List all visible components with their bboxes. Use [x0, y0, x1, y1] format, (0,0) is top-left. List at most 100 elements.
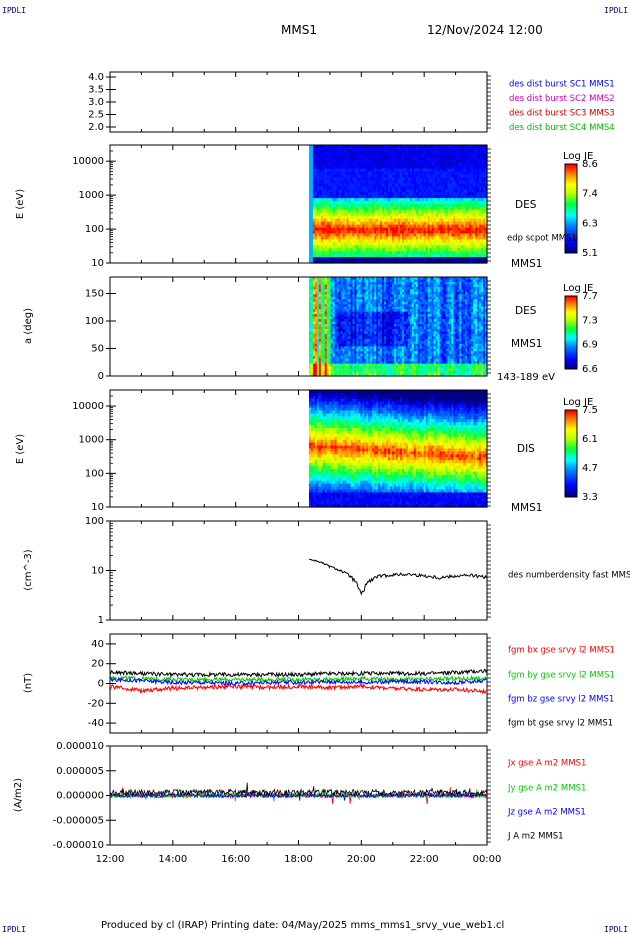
des-energy-panel-cell	[457, 254, 460, 258]
des-energy-panel-cell	[344, 192, 348, 196]
des-energy-panel-cell	[362, 165, 365, 170]
des-energy-panel-cell	[328, 233, 332, 238]
des-pitch-panel-cell	[318, 373, 322, 377]
des-energy-panel-cell	[467, 192, 470, 196]
des-energy-panel-cell	[366, 260, 369, 264]
des-energy-panel-cell	[439, 201, 443, 205]
des-energy-panel-cell	[443, 162, 447, 167]
des-energy-panel-cell	[320, 215, 324, 220]
des-energy-panel-cell	[330, 230, 334, 235]
des-energy-panel-cell	[366, 212, 369, 217]
des-energy-panel-cell	[338, 145, 342, 149]
des-energy-panel-cell	[310, 242, 314, 246]
des-energy-panel-cell	[437, 147, 441, 152]
des-energy-panel-cell	[336, 236, 340, 240]
des-energy-panel-cell	[449, 198, 452, 202]
des-energy-panel-cell	[471, 206, 474, 211]
des-energy-panel-cell	[326, 257, 330, 261]
des-energy-panel-cell	[360, 218, 363, 223]
des-energy-panel-cell	[451, 248, 454, 252]
des-pitch-panel-cell	[320, 309, 324, 313]
des-energy-panel-cell	[334, 236, 338, 240]
des-energy-panel-cell	[435, 147, 439, 152]
des-energy-panel-cell	[340, 168, 344, 173]
des-energy-panel-cell	[429, 233, 433, 238]
des-energy-panel-cell	[469, 218, 472, 223]
des-energy-panel-cell	[427, 159, 431, 164]
des-pitch-panel-cell	[318, 294, 322, 298]
des-pitch-panel-cell	[324, 296, 328, 300]
des-energy-panel-cell	[342, 162, 346, 167]
des-energy-panel-cell	[453, 186, 456, 190]
des-energy-panel-cell	[352, 177, 356, 181]
des-energy-panel-cell	[437, 195, 441, 199]
des-pitch-panel-cell	[346, 326, 350, 330]
des-energy-panel-cell	[320, 242, 324, 246]
des-energy-panel-cell	[481, 189, 484, 193]
des-energy-panel-cell	[459, 260, 462, 264]
des-energy-panel-cell	[483, 215, 486, 220]
des-pitch-panel-cell	[308, 281, 312, 286]
des-energy-panel-cell	[457, 242, 460, 246]
des-energy-panel-cell	[449, 180, 452, 184]
des-pitch-panel-cell	[320, 324, 324, 328]
des-energy-panel-cell	[356, 150, 360, 155]
des-energy-panel-cell	[384, 206, 387, 211]
des-energy-panel-cell	[399, 186, 403, 190]
des-energy-panel-cell	[455, 260, 458, 264]
des-energy-panel-cell	[409, 239, 413, 243]
des-energy-panel-cell	[481, 168, 484, 173]
des-energy-panel-cell	[394, 189, 397, 193]
des-energy-panel-cell	[338, 257, 342, 261]
des-energy-panel-cell	[411, 201, 415, 205]
des-energy-panel-cell	[364, 230, 367, 235]
des-energy-panel-cell	[390, 242, 393, 246]
des-energy-panel-cell	[443, 165, 447, 170]
des-energy-panel-cell	[354, 224, 358, 229]
des-energy-panel-cell	[366, 171, 369, 176]
des-energy-panel-cell	[451, 251, 454, 255]
des-pitch-panel-cell	[348, 353, 352, 357]
des-energy-panel-cell	[471, 204, 474, 208]
des-energy-panel-cell	[348, 183, 352, 187]
des-pitch-panel-cell	[322, 289, 326, 293]
des-energy-panel-cell	[451, 150, 454, 155]
des-energy-panel-cell	[437, 156, 441, 161]
des-pitch-panel-cell	[334, 326, 338, 330]
des-energy-panel-cell	[429, 186, 433, 190]
des-energy-panel-cell	[354, 201, 358, 205]
des-pitch-panel-cell	[328, 301, 332, 305]
des-pitch-panel-cell	[318, 321, 322, 325]
des-energy-panel-cell	[370, 195, 373, 199]
des-energy-panel-cell	[354, 147, 358, 152]
des-pitch-panel-cell	[344, 341, 348, 345]
des-energy-panel-cell	[467, 218, 470, 223]
des-pitch-panel-cell	[316, 289, 320, 293]
des-energy-panel-cell	[380, 150, 383, 155]
des-energy-panel-cell	[376, 212, 379, 217]
des-pitch-panel-cell	[336, 326, 340, 330]
des-pitch-panel-cell	[344, 366, 348, 370]
des-energy-panel-cell	[419, 186, 423, 190]
des-pitch-panel-cell	[352, 279, 356, 283]
des-energy-panel-cell	[396, 195, 399, 199]
des-energy-panel-cell	[310, 201, 314, 205]
des-energy-panel-cell	[322, 159, 326, 164]
des-energy-panel-cell	[423, 159, 427, 164]
des-energy-panel-cell	[451, 177, 454, 181]
des-energy-panel-cell	[324, 195, 328, 199]
des-energy-panel-cell	[396, 145, 399, 149]
des-energy-panel-cell	[475, 215, 478, 220]
des-energy-panel-cell	[415, 201, 419, 205]
des-energy-panel-cell	[453, 159, 456, 164]
des-energy-panel-cell	[382, 156, 385, 161]
des-pitch-panel-cell	[336, 314, 340, 318]
des-energy-panel-cell	[475, 168, 478, 173]
des-energy-panel-cell	[447, 153, 451, 158]
des-energy-panel-cell	[364, 189, 367, 193]
des-pitch-panel-cell	[324, 316, 328, 320]
des-energy-panel-cell	[433, 233, 437, 238]
des-energy-panel-cell	[429, 257, 433, 261]
des-energy-panel-cell	[455, 254, 458, 258]
des-energy-panel-cell	[445, 192, 449, 196]
